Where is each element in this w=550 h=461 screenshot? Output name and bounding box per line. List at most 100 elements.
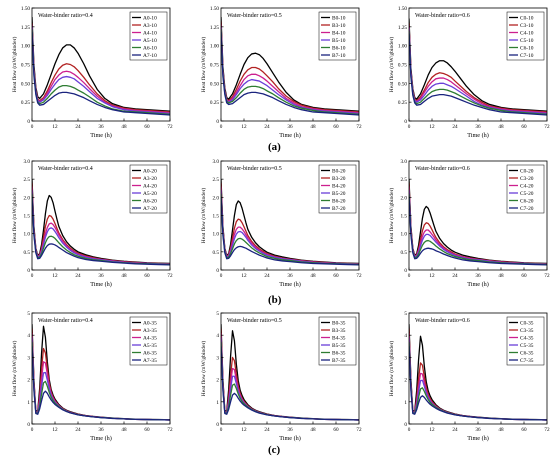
x-tick-label: 72 — [356, 124, 362, 130]
legend-label-C5-20: C5-20 — [520, 191, 534, 197]
legend-label-A3-35: A3-35 — [143, 328, 157, 334]
legend-label-C5-35: C5-35 — [520, 343, 534, 349]
y-tick-label: 0 — [27, 422, 30, 428]
y-tick-label: 1.0 — [24, 232, 31, 238]
y-tick-label: 0.50 — [398, 81, 407, 87]
x-tick-label: 0 — [408, 427, 411, 433]
legend-label-B3-10: B3-10 — [332, 23, 346, 29]
x-tick-label: 48 — [121, 124, 127, 130]
legend-label-B4-20: B4-20 — [332, 184, 346, 190]
y-tick-label: 1.0 — [401, 232, 408, 238]
x-tick-label: 0 — [220, 273, 223, 279]
x-axis-label: Time (h) — [90, 435, 112, 442]
chart-panel-2: 0 0.25 0.50 0.75 1.00 1.25 1.50 0 12 24 36 48 60 72 Ti… — [388, 6, 550, 139]
y-tick-label: 4 — [27, 333, 30, 339]
legend-box — [506, 316, 545, 366]
x-tick-label: 24 — [264, 427, 270, 433]
y-tick-label: 2.5 — [401, 177, 408, 183]
legend-label-A3-20: A3-20 — [143, 176, 157, 182]
series-line-A7-10 — [32, 32, 170, 116]
y-tick-label: 3 — [404, 355, 407, 361]
x-tick-label: 12 — [241, 124, 247, 130]
series-line-C7-35 — [409, 346, 547, 421]
ratio-annotation: Water-binder ratio=0.4 — [38, 13, 93, 19]
x-tick-label: 36 — [98, 124, 104, 130]
y-axis-label: Heat flow (mW/gbinder) — [200, 341, 207, 397]
x-tick-label: 60 — [333, 124, 339, 130]
legend-label-A0-20: A0-20 — [143, 169, 157, 175]
series-line-A7-20 — [32, 197, 170, 266]
x-tick-label: 48 — [310, 427, 316, 433]
x-tick-label: 36 — [98, 273, 104, 279]
series-line-C6-10 — [409, 30, 547, 115]
ratio-annotation: Water-binder ratio=0.4 — [38, 318, 93, 324]
y-tick-label: 1.00 — [21, 44, 30, 50]
ratio-annotation: Water-binder ratio=0.5 — [227, 166, 282, 172]
y-tick-label: 0 — [404, 268, 407, 274]
x-tick-label: 0 — [220, 124, 223, 130]
y-tick-label: 0 — [404, 119, 407, 125]
series-line-A5-10 — [32, 26, 170, 115]
legend-box — [506, 11, 545, 61]
series-line-B7-20 — [221, 197, 359, 266]
x-tick-label: 12 — [52, 427, 58, 433]
x-tick-label: 12 — [241, 273, 247, 279]
y-tick-label: 0 — [216, 422, 219, 428]
legend-label-A3-10: A3-10 — [143, 23, 157, 29]
series-line-A7-35 — [32, 346, 170, 421]
series-line-C6-20 — [409, 193, 547, 266]
legend-label-A7-35: A7-35 — [143, 358, 157, 364]
x-axis-label: Time (h) — [279, 132, 301, 139]
x-tick-label: 36 — [287, 427, 293, 433]
x-tick-label: 36 — [475, 124, 481, 130]
chart-panel-1: 0 0.25 0.50 0.75 1.00 1.25 1.50 0 12 24 36 48 60 72 Ti… — [200, 6, 362, 139]
x-tick-label: 24 — [75, 427, 81, 433]
y-axis-label: Heat flow (mW/gbinder) — [388, 37, 395, 93]
legend-label-B6-35: B6-35 — [332, 351, 346, 357]
y-axis-label: Heat flow (mW/gbinder) — [11, 188, 18, 244]
y-tick-label: 5 — [216, 311, 219, 317]
legend-label-B4-35: B4-35 — [332, 336, 346, 342]
legend-label-A7-10: A7-10 — [143, 53, 157, 59]
y-tick-label: 3.0 — [213, 159, 220, 165]
y-tick-label: 0 — [27, 119, 30, 125]
x-tick-label: 48 — [121, 427, 127, 433]
ratio-annotation: Water-binder ratio=0.6 — [415, 13, 470, 19]
series-line-C5-10 — [409, 27, 547, 115]
chart-panel-5: 0 0.5 1.0 1.5 2.0 2.5 3.0 0 12 24 36 48 60 72 Time (h)… — [388, 159, 550, 288]
ratio-annotation: Water-binder ratio=0.5 — [227, 13, 282, 19]
x-tick-label: 72 — [356, 427, 362, 433]
legend-label-B3-35: B3-35 — [332, 328, 346, 334]
x-tick-label: 72 — [167, 124, 173, 130]
legend-label-B5-20: B5-20 — [332, 191, 346, 197]
x-tick-label: 72 — [167, 273, 173, 279]
x-tick-label: 0 — [408, 273, 411, 279]
x-axis-label: Time (h) — [467, 281, 489, 288]
legend-label-B5-35: B5-35 — [332, 343, 346, 349]
legend-label-C5-10: C5-10 — [520, 38, 534, 44]
legend-label-A6-35: A6-35 — [143, 351, 157, 357]
caption-c: (c) — [268, 444, 281, 456]
y-tick-label: 5 — [27, 311, 30, 317]
legend-label-A0-10: A0-10 — [143, 16, 157, 22]
caption-b: (b) — [268, 294, 282, 306]
legend-label-A6-20: A6-20 — [143, 199, 157, 205]
y-tick-label: 3.0 — [401, 159, 408, 165]
y-tick-label: 1 — [27, 400, 30, 406]
y-tick-label: 0.50 — [21, 81, 30, 87]
y-tick-label: 2 — [27, 378, 30, 384]
x-tick-label: 24 — [452, 124, 458, 130]
x-tick-label: 72 — [544, 124, 550, 130]
x-tick-label: 0 — [220, 427, 223, 433]
y-tick-label: 2 — [216, 378, 219, 384]
legend-label-C7-35: C7-35 — [520, 358, 534, 364]
legend-label-A5-35: A5-35 — [143, 343, 157, 349]
legend-box — [318, 316, 357, 366]
x-tick-label: 60 — [333, 273, 339, 279]
x-tick-label: 48 — [498, 273, 504, 279]
legend-label-C0-20: C0-20 — [520, 169, 534, 175]
y-tick-label: 3 — [27, 355, 30, 361]
